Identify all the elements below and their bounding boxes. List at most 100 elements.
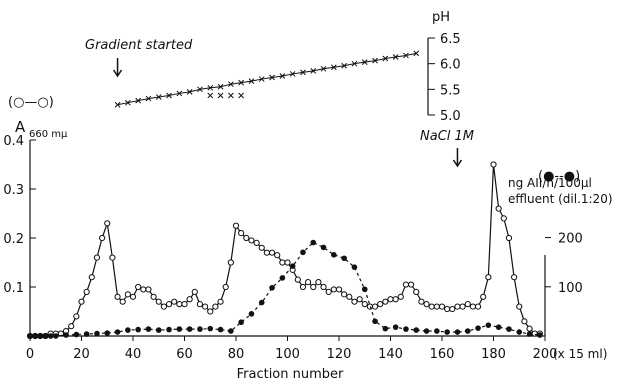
- absorbance-point: [474, 303, 482, 310]
- absorbance-point: [83, 288, 90, 295]
- x-tick-label: 40: [125, 347, 142, 362]
- ph-point: [176, 90, 183, 97]
- x-tick-label: 0: [26, 347, 34, 362]
- ph-point: [310, 67, 317, 74]
- absorbance-point: [160, 303, 167, 310]
- ph-point: [135, 97, 142, 104]
- ph-point: [258, 76, 265, 82]
- left-y-tick-label: 0.4: [3, 134, 24, 149]
- absorbance-point: [258, 244, 265, 251]
- absorbance-point: [531, 330, 538, 337]
- ph-tick-label: 6.0: [440, 58, 461, 73]
- absorbance-point: [335, 286, 343, 293]
- ph-line: [117, 52, 417, 106]
- absorbance-point: [104, 220, 111, 227]
- activity-point: [413, 327, 420, 333]
- x-tick-label: 160: [430, 347, 455, 362]
- x-tick-label: 120: [327, 347, 352, 362]
- absorbance-point: [119, 298, 126, 305]
- absorbance-point: [155, 298, 162, 305]
- nacl-annotation: NaCl 1M: [420, 129, 474, 144]
- activity-point: [320, 244, 327, 251]
- absorbance-point: [181, 301, 188, 308]
- absorbance-point: [176, 301, 183, 308]
- absorbance-point: [310, 283, 317, 291]
- activity-point: [27, 333, 33, 339]
- left-y-tick-label: 0.3: [3, 183, 24, 198]
- absorbance-point: [433, 303, 440, 310]
- ph-point: [197, 86, 203, 93]
- activity-point: [289, 263, 296, 269]
- ph-point: [248, 78, 255, 84]
- activity-point: [42, 333, 49, 339]
- activity-point: [32, 333, 38, 339]
- activity-point: [516, 329, 523, 335]
- activity-point: [176, 326, 183, 332]
- ph-point: [403, 52, 409, 59]
- ph-tick-label: 5.5: [440, 83, 461, 98]
- activity-point: [104, 330, 111, 336]
- x-tick-label: 200: [533, 347, 558, 362]
- activity-point: [37, 333, 44, 339]
- absorbance-point: [145, 286, 152, 293]
- absorbance-point: [202, 303, 209, 310]
- activity-point: [248, 311, 255, 317]
- ph-point: [372, 57, 378, 64]
- right-axis-label-line2: effluent (dil.1:20): [508, 192, 613, 206]
- ph-point: [382, 55, 389, 62]
- activity-point: [63, 332, 69, 338]
- right-y-tick-label: 200: [558, 232, 583, 247]
- activity-point: [495, 324, 502, 330]
- absorbance-point: [495, 205, 502, 212]
- activity-point: [258, 299, 265, 306]
- absorbance-point: [346, 293, 353, 300]
- absorbance-point: [500, 215, 507, 222]
- activity-point: [444, 329, 450, 335]
- ph-point: [186, 89, 193, 95]
- activity-point: [506, 326, 512, 332]
- ph-extra-point: [217, 92, 224, 99]
- x-tick-label: 100: [275, 347, 300, 362]
- absorbance-point: [88, 274, 95, 281]
- absorbance-point: [243, 234, 250, 242]
- activity-point: [403, 326, 409, 332]
- absorbance-point: [521, 318, 528, 325]
- absorbance-point: [505, 234, 513, 242]
- absorbance-point: [356, 296, 363, 303]
- activity-point: [135, 326, 141, 333]
- activity-point: [186, 326, 193, 332]
- absorbance-point: [217, 298, 224, 305]
- ph-point: [114, 101, 121, 108]
- absorbance-point: [516, 303, 523, 310]
- absorbance-point: [449, 305, 456, 313]
- gradient-annotation: Gradient started: [85, 38, 193, 53]
- absorbance-point: [315, 279, 322, 286]
- activity-point: [423, 328, 430, 334]
- absorbance-point: [68, 323, 75, 330]
- absorbance-point: [351, 298, 358, 305]
- activity-point: [73, 331, 80, 338]
- absorbance-point: [408, 281, 415, 288]
- absorbance-point: [510, 274, 518, 281]
- activity-point: [94, 330, 100, 337]
- activity-point: [382, 325, 389, 332]
- activity-point: [331, 252, 337, 258]
- absorbance-point: [232, 222, 240, 229]
- absorbance-point: [361, 301, 368, 308]
- activity-point: [47, 333, 54, 339]
- activity-point: [361, 286, 368, 293]
- activity-point: [125, 327, 131, 333]
- activity-point: [217, 326, 224, 333]
- activity-point: [351, 264, 358, 270]
- absorbance-point: [274, 252, 281, 259]
- ph-point: [413, 50, 420, 57]
- absorbance-point: [253, 239, 260, 246]
- right-axis-label-line1: ng AII/h/100µl: [508, 176, 592, 190]
- ph-point: [330, 64, 337, 71]
- activity-point: [269, 284, 275, 291]
- x-tick-label: 140: [378, 347, 403, 362]
- activity-point: [464, 328, 471, 334]
- absorbance-point: [371, 303, 379, 310]
- absorbance-point: [268, 249, 276, 256]
- ph-point: [341, 62, 348, 69]
